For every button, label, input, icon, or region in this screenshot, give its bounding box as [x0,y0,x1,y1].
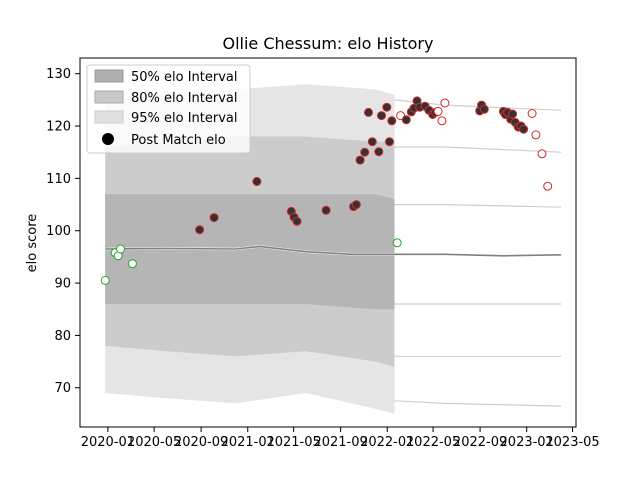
y-tick-label-5: 120 [46,120,71,135]
y-tick-label-3: 100 [46,224,71,239]
x-axis: 2020-012020-052020-092021-012021-052021-… [81,427,600,450]
legend-swatch-50 [94,69,124,83]
x-tick-label-0: 2020-01 [81,435,135,450]
elo-point-22 [387,116,397,126]
elo-point-50 [531,130,541,140]
y-tick-label-1: 80 [54,329,71,344]
legend-swatch-80 [94,90,124,104]
elo-point-0 [100,275,110,285]
elo-point-5 [195,225,205,235]
chart-title: Ollie Chessum: elo History [223,34,434,53]
median-elo-line [105,245,562,257]
elo-point-10 [292,216,302,226]
elo-point-35 [437,116,447,126]
legend-marker-post-match [102,133,114,145]
elo-point-17 [367,137,377,147]
elo-point-6 [209,213,219,223]
legend-label-80: 80% elo Interval [131,91,238,106]
interval-band-2 [105,194,395,310]
elo-point-24 [401,115,411,125]
x-tick-label-2: 2020-09 [174,435,228,450]
y-tick-label-6: 130 [46,67,71,82]
y-tick-label-0: 70 [54,381,71,396]
elo-point-48 [519,124,529,134]
elo-point-3 [116,244,125,254]
x-tick-label-7: 2022-05 [406,435,460,450]
x-tick-label-9: 2023-01 [500,435,554,450]
elo-point-34 [433,106,443,116]
legend-box [86,64,251,154]
forecast-line-2 [394,204,562,208]
plot-area [100,84,562,414]
forecast-line-1 [394,146,562,153]
y-axis-label: elo score [25,214,40,273]
legend: 50% elo Interval 80% elo Interval 95% el… [86,64,251,154]
elo-point-20 [382,102,392,112]
elo-point-11 [321,205,331,215]
elo-point-44 [508,109,518,119]
elo-point-25 [392,238,402,248]
elo-point-36 [440,98,450,108]
x-tick-label-10: 2023-05 [545,435,599,450]
elo-point-13 [351,200,361,210]
elo-point-39 [479,104,489,114]
elo-point-49 [527,109,537,118]
x-tick-label-6: 2022-01 [360,435,414,450]
y-tick-label-4: 110 [46,172,71,187]
x-tick-label-8: 2022-09 [453,435,507,450]
legend-swatch-95 [94,110,124,124]
forecast-line-5 [394,400,562,407]
elo-point-16 [364,107,373,117]
y-axis: 70 80 90 100 110 120 130 [46,67,80,396]
elo-point-18 [374,147,384,157]
elo-point-7 [252,177,262,186]
legend-label-95: 95% elo Interval [131,111,238,126]
elo-point-4 [127,259,137,269]
elo-point-21 [385,137,394,147]
elo-point-52 [543,181,553,191]
elo-point-15 [360,147,370,157]
legend-label-50: 50% elo Interval [131,70,238,85]
x-tick-label-4: 2021-05 [266,435,320,450]
x-tick-label-3: 2021-01 [221,435,275,450]
x-tick-label-1: 2020-05 [127,435,181,450]
elo-point-19 [377,111,386,121]
y-tick-label-2: 90 [54,277,71,292]
plot-frame [79,57,577,428]
elo-point-14 [355,155,365,165]
elo-point-51 [537,149,547,159]
x-tick-label-5: 2021-09 [313,435,367,450]
legend-label-post-match: Post Match elo [131,133,226,148]
